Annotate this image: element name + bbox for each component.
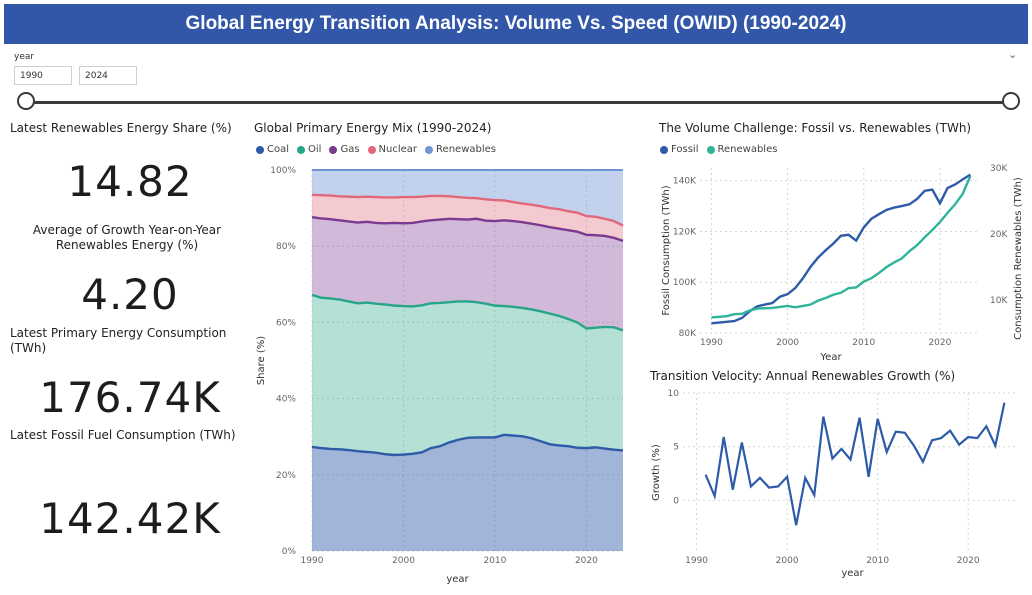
mix-area-oil: [312, 294, 623, 455]
year-slider-track[interactable]: [26, 101, 1011, 104]
year-slider-start-handle[interactable]: [17, 92, 35, 110]
kpi-avg-growth-label: Average of Growth Year-on-Year Renewable…: [32, 223, 222, 252]
legend-label-oil: Oil: [308, 144, 322, 155]
mix-area-renewables: [312, 170, 623, 226]
kpi-fossil-label: Latest Fossil Fuel Consumption (TWh): [10, 428, 236, 442]
year-end-input[interactable]: 2024: [79, 66, 137, 85]
volume-legend: Fossil Renewables: [660, 144, 777, 155]
year-slider-end-handle[interactable]: [1002, 92, 1020, 110]
mix-line-nuclear: [311, 193, 624, 227]
vol-ytick-label: 120K: [673, 227, 697, 237]
vol-xtick-label: 2010: [852, 338, 875, 348]
kpi-primary-energy-label: Latest Primary Energy Consumption (TWh): [10, 326, 227, 355]
vol-xtick-label: 2020: [928, 338, 951, 348]
vol-xtick-label: 2000: [776, 338, 799, 348]
legend-item-oil[interactable]: Oil: [297, 144, 321, 155]
mix-ytick-label: 100%: [270, 166, 296, 176]
legend-item-coal[interactable]: Coal: [256, 144, 289, 155]
year-start-input[interactable]: 1990: [14, 66, 72, 85]
legend-label-coal: Coal: [267, 144, 290, 155]
growth-ytick-label: 0: [673, 496, 679, 506]
mix-line-gas: [311, 216, 624, 243]
velocity-chart[interactable]: 0 5 10 1990 2000 2010 2020 year Growth (%): [645, 385, 1025, 585]
velocity-title: Transition Velocity: Annual Renewables G…: [650, 369, 956, 383]
dashboard-title-text: Global Energy Transition Analysis: Volum…: [185, 13, 847, 34]
vol-y2tick-label: 10K: [990, 296, 1008, 306]
energy-mix-chart[interactable]: 0% 20% 40% 60% 80% 100% 1990 2000 2010 2020 year Sh…: [250, 158, 635, 590]
vol-ytick-label: 80K: [679, 329, 697, 339]
growth-xtick-label: 2020: [957, 556, 980, 566]
year-slicer-label: year: [14, 52, 35, 62]
mix-xtick-label: 2000: [392, 556, 415, 566]
legend-dot-renewables-volume: [706, 145, 715, 154]
legend-item-fossil[interactable]: Fossil: [660, 144, 699, 155]
vol-y-axis-label: Fossil Consumption (TWh): [661, 185, 672, 315]
mix-area-gas: [312, 217, 623, 331]
legend-label-renewables-volume: Renewables: [717, 144, 778, 155]
volume-title: The Volume Challenge: Fossil vs. Renewab…: [659, 121, 972, 135]
legend-item-renewables[interactable]: Renewables: [425, 144, 496, 155]
mix-area-nuclear: [312, 194, 623, 241]
mix-y-axis-label: Share (%): [256, 336, 267, 385]
energy-mix-legend: Coal Oil Gas Nuclear Renewables: [256, 144, 496, 155]
growth-line: [704, 402, 1006, 526]
volume-chart[interactable]: 80K 100K 120K 140K 10K 20K 30K 1990 2000 2010 2020…: [650, 158, 1028, 366]
mix-ytick-label: 40%: [276, 395, 296, 405]
growth-xtick-label: 2000: [776, 556, 799, 566]
vol-x-axis-label: Year: [819, 352, 842, 363]
growth-xtick-label: 1990: [685, 556, 708, 566]
kpi-primary-energy-value: 176.74K: [39, 373, 221, 422]
dashboard-title: Global Energy Transition Analysis: Volum…: [4, 4, 1028, 44]
legend-dot-renewables: [425, 145, 434, 154]
growth-y-axis-label: Growth (%): [651, 444, 662, 501]
legend-label-gas: Gas: [340, 144, 360, 155]
legend-dot-fossil: [660, 145, 668, 154]
vol-xtick-label: 1990: [700, 338, 723, 348]
mix-ytick-label: 20%: [276, 471, 296, 481]
kpi-avg-growth-value: 4.20: [81, 270, 179, 319]
mix-xtick-label: 2010: [483, 556, 506, 566]
legend-item-gas[interactable]: Gas: [329, 144, 360, 155]
mix-ytick-label: 80%: [276, 242, 296, 252]
growth-ytick-label: 10: [668, 389, 680, 399]
growth-xtick-label: 2010: [866, 556, 889, 566]
legend-item-nuclear[interactable]: Nuclear: [367, 144, 418, 155]
mix-ytick-label: 0%: [282, 547, 297, 557]
kpi-renewables-share-value: 14.82: [67, 157, 193, 206]
mix-line-coal: [311, 433, 624, 457]
mix-line-oil: [311, 293, 624, 332]
vol-y2tick-label: 20K: [990, 230, 1008, 240]
legend-dot-nuclear: [367, 145, 376, 154]
kpi-fossil-value: 142.42K: [39, 494, 221, 543]
kpi-renewables-share-label: Latest Renewables Energy Share (%): [10, 121, 232, 135]
mix-xtick-label: 1990: [301, 556, 324, 566]
vol-line-renewables: [711, 175, 972, 319]
mix-ytick-label: 60%: [276, 318, 296, 328]
vol-ytick-label: 100K: [673, 278, 697, 288]
mix-area-coal: [312, 434, 623, 551]
legend-item-renewables-volume[interactable]: Renewables: [706, 144, 778, 155]
vol-y2tick-label: 30K: [990, 164, 1008, 174]
mix-xtick-label: 2020: [575, 556, 598, 566]
vol-line-fossil: [711, 173, 972, 325]
mix-x-axis-label: year: [446, 574, 469, 585]
legend-dot-coal: [256, 145, 264, 154]
legend-dot-oil: [297, 145, 306, 154]
growth-ytick-label: 5: [673, 443, 679, 453]
legend-label-nuclear: Nuclear: [378, 144, 418, 155]
energy-mix-title: Global Primary Energy Mix (1990-2024): [254, 121, 492, 135]
legend-label-fossil: Fossil: [671, 144, 699, 155]
legend-dot-gas: [329, 145, 338, 154]
legend-label-renewables: Renewables: [436, 144, 496, 155]
vol-ytick-label: 140K: [673, 177, 697, 187]
vol-y2-axis-label: Consumption Renewables (TWh): [1013, 177, 1024, 340]
growth-x-axis-label: year: [841, 568, 864, 579]
chevron-down-icon[interactable]: ⌄: [1008, 48, 1018, 61]
